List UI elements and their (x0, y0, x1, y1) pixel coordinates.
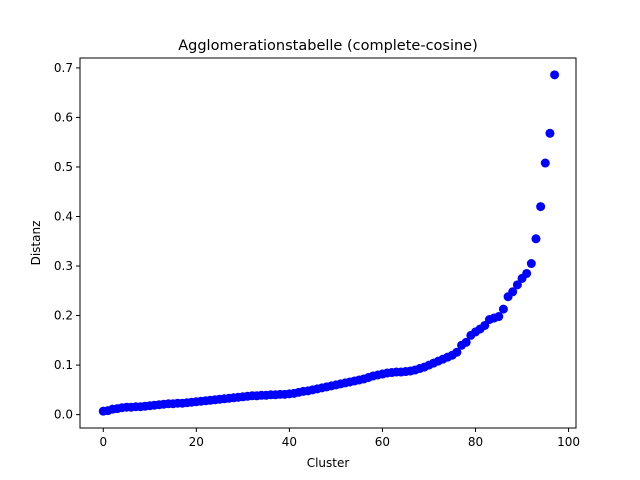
y-tick-label: 0.5 (54, 160, 73, 174)
y-tick-label: 0.6 (54, 110, 73, 124)
data-point (540, 158, 550, 168)
axis-ticks: 0 20 40 60 80 100 0.0 0.1 0.2 0.3 0.4 0.5 0.6 0.7 (54, 61, 580, 449)
y-tick-label: 0.0 (54, 408, 73, 422)
data-point (531, 234, 541, 244)
data-point (498, 304, 508, 314)
x-tick-label: 40 (282, 435, 297, 449)
y-tick-label: 0.1 (54, 358, 73, 372)
data-point (452, 347, 462, 357)
data-point (522, 268, 532, 278)
x-tick-label: 0 (99, 435, 107, 449)
x-tick-label: 100 (557, 435, 580, 449)
data-points (98, 70, 560, 416)
y-axis-label: Distanz (29, 221, 43, 266)
data-point (545, 128, 555, 138)
y-tick-label: 0.4 (54, 210, 73, 224)
y-tick-label: 0.3 (54, 259, 73, 273)
x-tick-label: 60 (375, 435, 390, 449)
data-point (526, 259, 536, 269)
data-point (536, 202, 546, 212)
y-tick-label: 0.7 (54, 61, 73, 75)
plot-frame (79, 57, 577, 429)
data-point (512, 280, 522, 290)
x-tick-label: 20 (189, 435, 204, 449)
data-point (550, 70, 560, 80)
data-point (494, 312, 504, 322)
x-tick-label: 80 (468, 435, 483, 449)
chart-title: Agglomerationstabelle (complete-cosine) (178, 38, 478, 54)
data-point (508, 287, 518, 297)
y-tick-label: 0.2 (54, 309, 73, 323)
data-point (461, 337, 471, 347)
x-axis-label: Cluster (307, 456, 350, 470)
